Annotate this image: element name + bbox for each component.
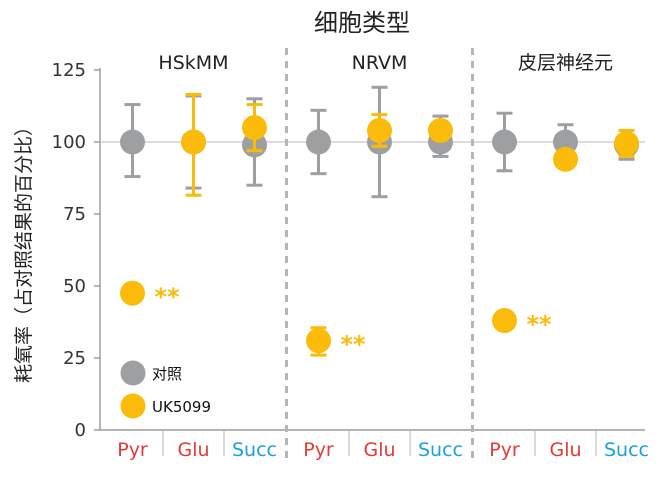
category-label: Pyr xyxy=(489,439,520,461)
y-tick-label: 100 xyxy=(52,132,86,153)
significance-label: ** xyxy=(155,283,181,311)
control-point xyxy=(553,129,578,155)
panel-labels: HSkMM NRVM 皮层神经元 xyxy=(158,52,613,74)
control-point xyxy=(120,129,145,155)
category-label: Pyr xyxy=(117,439,148,461)
y-tick-label: 75 xyxy=(63,204,86,225)
y-tick-label: 0 xyxy=(75,420,86,441)
uk5099-point xyxy=(428,117,453,143)
panel-label: 皮层神经元 xyxy=(518,52,613,74)
category-label: Glu xyxy=(549,439,581,461)
y-ticks: 0 25 50 75 100 125 xyxy=(52,60,100,441)
category-label: Pyr xyxy=(303,439,334,461)
uk5099-point xyxy=(553,146,578,172)
y-tick-label: 25 xyxy=(63,348,86,369)
legend-uk5099-label: UK5099 xyxy=(152,398,211,416)
uk5099-point xyxy=(492,308,517,334)
category-label: Succ xyxy=(232,439,277,461)
uk5099-point xyxy=(120,280,145,306)
legend-uk5099-swatch xyxy=(120,393,146,419)
significance-label: ** xyxy=(341,331,367,359)
legend-control-swatch xyxy=(120,360,146,386)
control-point xyxy=(306,129,331,155)
y-tick-label: 50 xyxy=(63,276,86,297)
panel-dividers xyxy=(162,48,597,462)
data-marks: ** ** ** xyxy=(120,85,639,359)
legend: 对照 UK5099 xyxy=(120,360,211,419)
control-point xyxy=(492,129,517,155)
legend-control-label: 对照 xyxy=(152,365,182,383)
uk5099-point xyxy=(614,130,639,156)
chart-title: 细胞类型 xyxy=(314,9,410,37)
category-label: Glu xyxy=(177,439,209,461)
panel-label: HSkMM xyxy=(158,52,228,74)
uk5099-point xyxy=(181,129,206,155)
uk5099-point xyxy=(306,328,331,354)
panel-label: NRVM xyxy=(352,52,408,74)
category-label: Succ xyxy=(604,439,649,461)
uk5099-point xyxy=(367,117,392,143)
y-axis-label: 耗氧率（占对照结果的百分比） xyxy=(13,117,35,383)
significance-label: ** xyxy=(527,311,553,339)
y-tick-label: 125 xyxy=(52,60,86,81)
uk5099-point xyxy=(242,115,267,141)
category-labels: Pyr Glu Succ Pyr Glu Succ Pyr Glu Succ xyxy=(117,439,649,461)
category-label: Glu xyxy=(363,439,395,461)
category-label: Succ xyxy=(418,439,463,461)
